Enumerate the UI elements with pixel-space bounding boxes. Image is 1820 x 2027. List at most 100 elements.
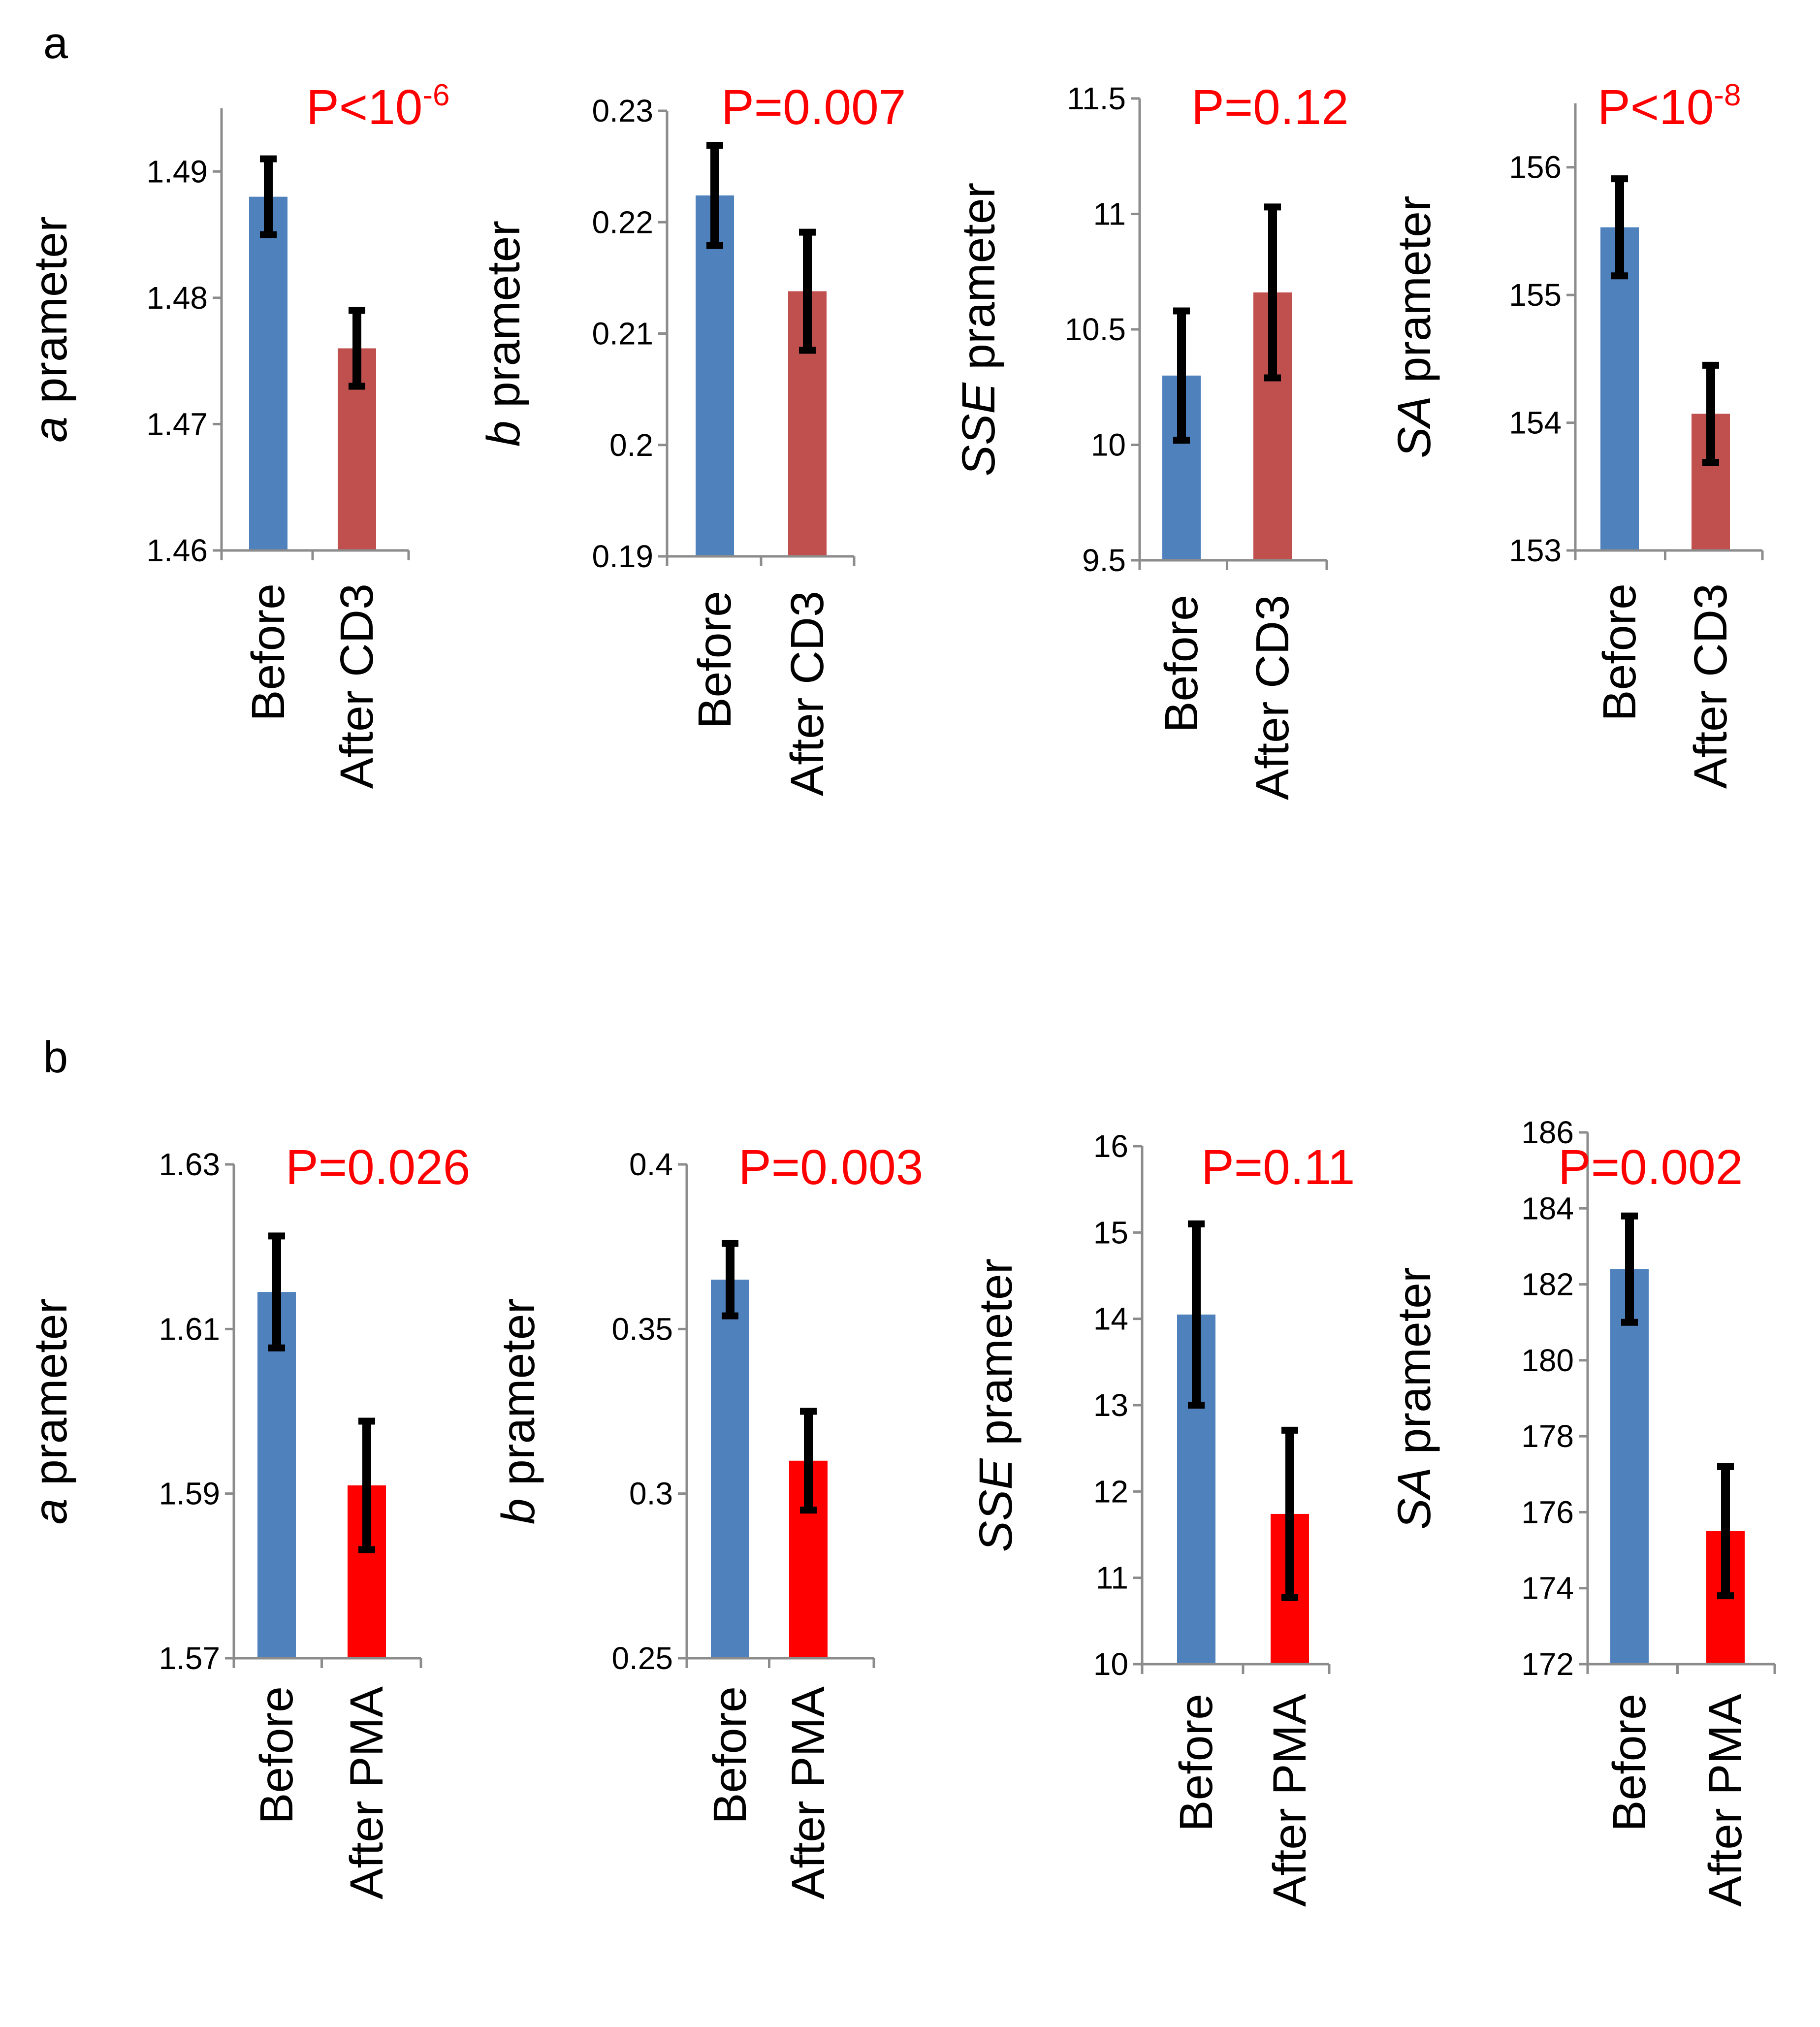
y-tick-label: 10 [1093, 1646, 1128, 1682]
p-value-text: P=0.12 [1191, 80, 1349, 135]
y-tick-label: 182 [1521, 1267, 1574, 1302]
panel-letter-b: b [43, 1033, 68, 1082]
y-tick-label: 1.46 [146, 533, 208, 568]
p-value-exponent: -8 [1714, 78, 1741, 112]
p-value-annotation: P=0.003 [738, 1140, 923, 1195]
p-value-annotation: P=0.007 [721, 80, 906, 135]
y-tick-label: 1.48 [146, 280, 208, 316]
y-axis-label-text: prameter [478, 221, 530, 421]
p-value-text: P<10 [1597, 80, 1714, 135]
p-value-text: P<10 [306, 80, 422, 135]
y-axis-label: a prameter [25, 1298, 77, 1524]
y-tick-label: 14 [1093, 1301, 1128, 1337]
category-label: After PMA [1264, 1693, 1316, 1907]
bar-before [249, 196, 287, 551]
category-label: Before [1603, 1694, 1656, 1832]
category-label: After PMA [341, 1686, 393, 1899]
y-axis-label-variable: a [25, 417, 77, 443]
y-axis-label-variable: SA [1388, 1467, 1440, 1530]
y-tick-label: 1.57 [159, 1641, 220, 1676]
bar-before [257, 1292, 296, 1658]
y-tick-label: 11.5 [1067, 81, 1126, 116]
category-label: After CD3 [781, 591, 833, 796]
category-label: Before [704, 1686, 756, 1824]
y-tick-label: 176 [1521, 1494, 1574, 1530]
p-value-annotation: P=0.026 [286, 1140, 470, 1195]
p-value-annotation: P=0.11 [1201, 1140, 1355, 1195]
category-label: Before [1155, 595, 1208, 733]
category-label: Before [689, 591, 741, 729]
y-axis-label-text: prameter [25, 1298, 77, 1499]
y-tick-label: 1.61 [159, 1311, 220, 1347]
y-axis-label-text: prameter [953, 183, 1005, 383]
y-tick-label: 1.63 [159, 1147, 220, 1182]
category-label: After CD3 [331, 583, 383, 789]
y-tick-label: 0.23 [592, 93, 653, 129]
y-axis-label: SSE prameter [970, 1258, 1022, 1552]
y-axis-label: b prameter [492, 1298, 544, 1524]
y-tick-label: 11 [1093, 196, 1126, 232]
y-axis-label: SA prameter [1388, 1267, 1440, 1529]
y-tick-label: 1.47 [146, 406, 208, 442]
y-tick-label: 13 [1093, 1387, 1128, 1423]
y-axis-label-variable: SSE [953, 382, 1005, 477]
p-value-annotation: P<10-6 [306, 78, 449, 135]
y-tick-label: 155 [1509, 277, 1562, 313]
panel-letter-a: a [43, 19, 68, 68]
chart-a-4: 153 154 155 156 Before After CD3 SA prameter P<… [1388, 78, 1764, 789]
p-value-text: P=0.003 [738, 1140, 923, 1195]
category-label: Before [1594, 583, 1646, 721]
chart-b-1: 1.57 1.59 1.61 1.63 Before After PMA a pramete… [25, 1140, 470, 1899]
charts-root: 1.46 1.47 1.48 1.49 Before After CD3 a pramete… [25, 78, 1776, 1907]
y-axis-label-variable: b [492, 1498, 544, 1524]
p-value-text: P=0.007 [721, 80, 906, 135]
y-axis-label-variable: SA [1388, 396, 1440, 458]
bar-before [1610, 1269, 1649, 1664]
y-tick-label: 180 [1521, 1343, 1574, 1378]
y-tick-label: 1.49 [146, 154, 208, 189]
y-axis-label-text: prameter [25, 216, 77, 417]
y-axis-label-text: prameter [1388, 1267, 1440, 1467]
y-axis-label-text: prameter [492, 1298, 544, 1499]
chart-a-3: 9.5 10 10.5 11 11.5 Before After CD3 SSE pramet… [953, 80, 1349, 800]
y-tick-label: 0.3 [629, 1476, 673, 1512]
y-axis-label-variable: a [25, 1498, 77, 1524]
y-tick-label: 9.5 [1082, 543, 1126, 578]
y-axis-label: b prameter [478, 221, 530, 447]
y-axis-label-variable: SSE [970, 1458, 1022, 1552]
category-label: After PMA [782, 1686, 834, 1899]
chart-b-3: 10 11 12 13 14 15 16 Before After PMA SSE pramete… [970, 1128, 1355, 1907]
y-tick-label: 10 [1091, 427, 1126, 463]
bar-before [1600, 227, 1639, 550]
chart-a-2: 0.19 0.2 0.21 0.22 0.23 Before After CD3 b pram… [478, 80, 906, 796]
bar-before [696, 195, 734, 556]
p-value-annotation: P=0.002 [1558, 1140, 1743, 1195]
category-label: After CD3 [1685, 583, 1737, 789]
y-tick-label: 15 [1093, 1215, 1128, 1250]
p-value-text: P=0.002 [1558, 1140, 1743, 1195]
category-label: After PMA [1699, 1693, 1752, 1907]
y-tick-label: 184 [1521, 1190, 1574, 1226]
category-label: Before [242, 583, 294, 721]
y-tick-label: 0.21 [592, 316, 653, 352]
y-axis-label: a prameter [25, 216, 77, 442]
y-tick-label: 174 [1521, 1571, 1574, 1606]
y-axis-label: SA prameter [1388, 195, 1440, 458]
y-tick-label: 154 [1509, 405, 1562, 441]
y-axis-label-variable: b [478, 420, 530, 447]
y-tick-label: 156 [1509, 150, 1562, 185]
y-tick-label: 0.35 [611, 1311, 673, 1347]
y-tick-label: 11 [1096, 1560, 1128, 1596]
y-tick-label: 178 [1521, 1418, 1574, 1454]
y-axis-label-text: prameter [970, 1258, 1022, 1459]
chart-a-1: 1.46 1.47 1.48 1.49 Before After CD3 a pramete… [25, 78, 449, 789]
p-value-exponent: -6 [422, 78, 449, 112]
y-tick-label: 153 [1509, 533, 1562, 568]
y-tick-label: 16 [1093, 1128, 1128, 1164]
y-tick-label: 0.19 [592, 539, 653, 574]
y-tick-label: 0.2 [609, 427, 653, 463]
y-axis-label-text: prameter [1388, 195, 1440, 396]
category-label: Before [1170, 1694, 1222, 1832]
y-axis-label: SSE prameter [953, 183, 1005, 477]
